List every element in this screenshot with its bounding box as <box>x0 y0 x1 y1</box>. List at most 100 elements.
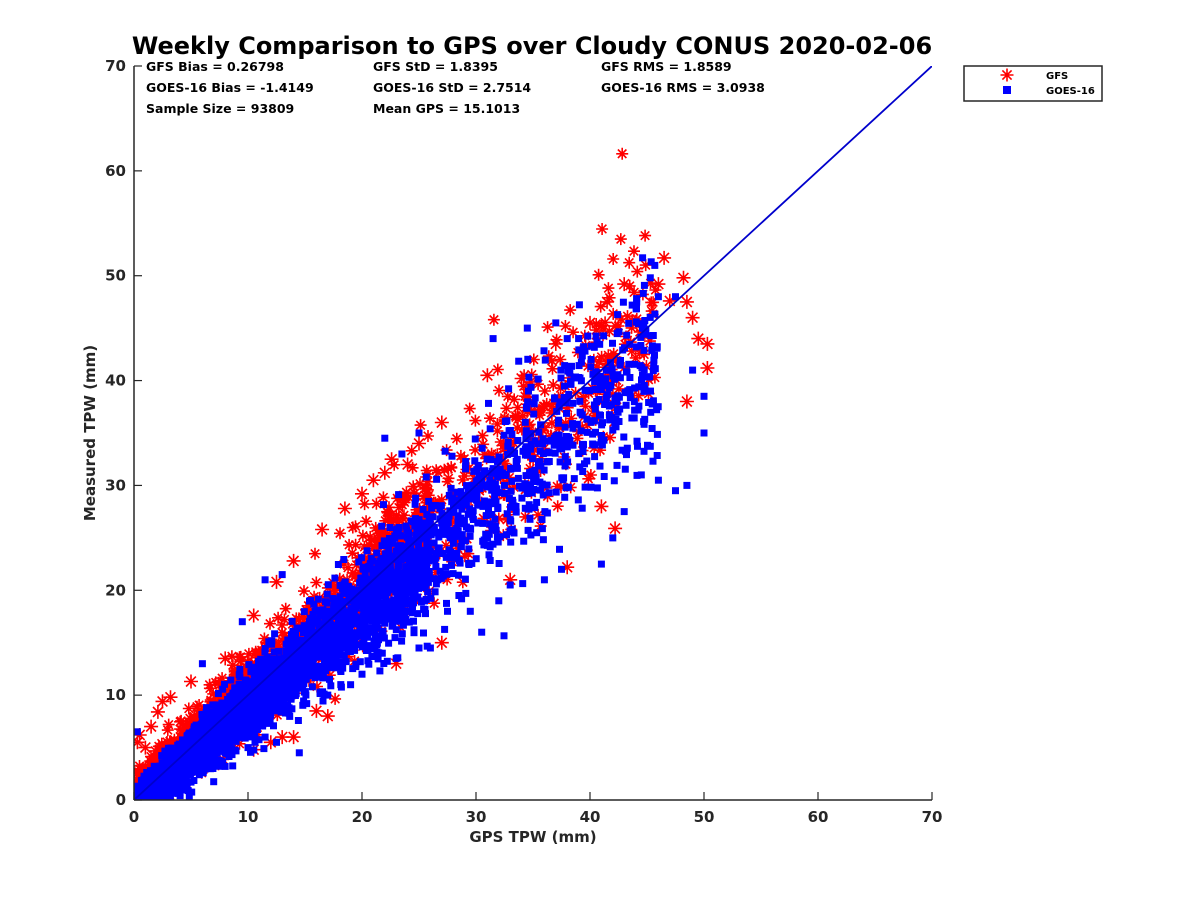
goes16-point <box>385 545 393 553</box>
goes16-point <box>507 487 515 495</box>
gfs-point <box>524 375 537 388</box>
goes16-point <box>486 520 494 528</box>
goes16-point <box>555 403 563 411</box>
gfs-point <box>144 719 159 734</box>
goes16-point <box>545 489 553 497</box>
goes16-point <box>288 617 296 625</box>
goes16-point <box>426 547 434 555</box>
goes16-point <box>575 362 583 370</box>
goes16-point <box>270 648 278 656</box>
goes16-point <box>221 762 229 770</box>
goes16-point <box>575 346 583 354</box>
goes16-point <box>382 559 390 567</box>
goes16-point <box>373 549 381 557</box>
gfs-point <box>374 531 387 544</box>
gfs-point <box>149 744 162 757</box>
goes16-point <box>356 625 364 632</box>
goes16-point <box>531 394 539 402</box>
gfs-point <box>606 388 619 401</box>
gfs-point <box>541 321 554 334</box>
gfs-point <box>594 300 607 313</box>
goes16-point <box>534 375 542 383</box>
goes16-point <box>623 451 630 459</box>
goes16-point <box>561 453 569 461</box>
gfs-point <box>594 499 609 514</box>
goes16-point <box>614 311 622 319</box>
goes16-point <box>229 762 237 770</box>
goes16-point <box>341 632 349 640</box>
gfs-point <box>554 353 567 366</box>
gfs-point <box>389 656 404 671</box>
goes16-point <box>158 752 166 760</box>
goes16-point <box>632 343 640 351</box>
gfs-point <box>542 350 555 363</box>
gfs-point <box>582 472 595 485</box>
gfs-point <box>538 400 551 413</box>
gfs-point <box>604 431 616 444</box>
goes16-point <box>504 450 512 458</box>
gfs-point <box>462 547 475 560</box>
gfs-point <box>600 294 615 309</box>
goes16-point <box>590 401 598 409</box>
gfs-point <box>498 457 511 470</box>
goes16-point <box>352 660 360 668</box>
gfs-point <box>583 315 597 330</box>
gfs-point <box>174 715 187 728</box>
goes16-point <box>492 498 500 506</box>
goes16-point <box>381 619 389 627</box>
goes16-point <box>442 563 450 571</box>
gfs-point <box>346 521 359 534</box>
gfs-point <box>413 507 426 520</box>
goes16-point <box>482 530 490 538</box>
gfs-point <box>420 482 433 495</box>
goes16-point <box>527 430 535 438</box>
goes16-point <box>383 657 391 665</box>
goes16-point <box>576 397 584 405</box>
goes16-point <box>641 415 649 423</box>
goes16-point <box>540 347 548 355</box>
stat-value: Sample Size = 93809 <box>146 101 294 116</box>
goes16-point <box>573 420 581 428</box>
goes16-point <box>432 563 440 570</box>
goes16-point <box>319 697 327 705</box>
gfs-point <box>527 353 540 366</box>
gfs-point <box>463 402 476 415</box>
goes16-point <box>431 588 439 596</box>
gfs-point <box>469 443 482 456</box>
gfs-point <box>150 704 165 719</box>
gfs-point <box>149 752 162 765</box>
goes16-point <box>335 651 343 659</box>
goes16-point <box>202 709 210 717</box>
gfs-point <box>607 347 620 360</box>
gfs-point <box>579 400 592 413</box>
gfs-point <box>207 687 220 700</box>
goes16-point <box>430 575 438 583</box>
goes16-point <box>527 531 535 539</box>
goes16-point <box>419 505 427 513</box>
gfs-point <box>434 415 449 430</box>
goes16-point <box>211 760 219 768</box>
goes16-point <box>591 453 599 461</box>
goes16-point <box>338 658 346 666</box>
goes16-point <box>641 317 649 324</box>
gfs-point <box>412 436 426 451</box>
goes16-point <box>607 414 615 422</box>
gfs-point <box>565 412 578 425</box>
goes16-point <box>358 643 366 651</box>
goes16-point <box>291 636 299 644</box>
goes16-point <box>174 741 182 749</box>
goes16-point <box>432 580 440 588</box>
goes16-point <box>257 675 264 683</box>
goes16-point <box>552 488 560 496</box>
gfs-point <box>286 553 301 568</box>
goes16-point <box>335 616 342 624</box>
gfs-point <box>592 268 605 281</box>
gfs-point <box>476 429 489 442</box>
goes16-point <box>560 436 568 444</box>
gfs-point <box>614 313 627 325</box>
gfs-point <box>311 680 323 693</box>
gfs-point <box>612 320 625 332</box>
gfs-point <box>564 304 577 317</box>
statistics-block: GFS Bias = 0.26798 GFS StD = 1.8395 GFS RM… <box>146 59 765 116</box>
gfs-point <box>633 326 646 338</box>
